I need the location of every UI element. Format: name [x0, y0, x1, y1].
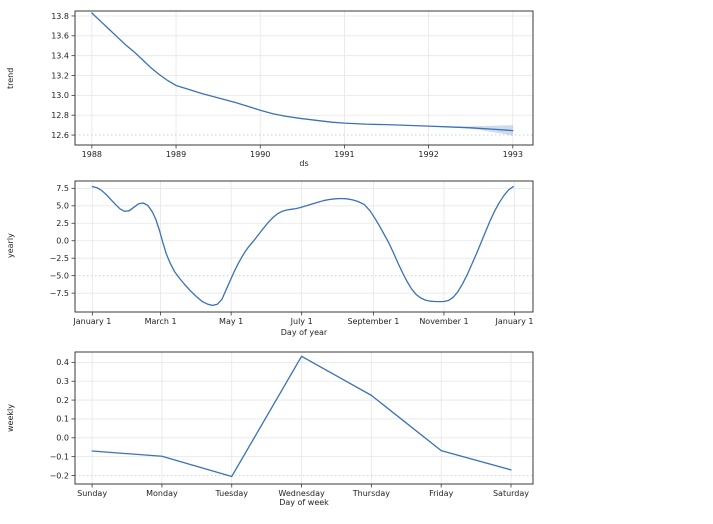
trend-line	[91, 12, 514, 132]
y-tick-label: 13.4	[51, 51, 69, 60]
trend-ylabel: trend	[6, 67, 15, 89]
x-tick-label: Sunday	[77, 489, 107, 498]
x-tick-label: Tuesday	[214, 489, 248, 498]
y-tick-label: 13.6	[51, 32, 69, 41]
axes-frame	[74, 351, 534, 485]
x-tick-label: Thursday	[352, 489, 390, 498]
yearly-plot: January 1 March 1 May 1 July 1 September 1 No…	[50, 180, 534, 326]
x-tick-label: January 1	[495, 317, 534, 326]
x-tick-label: 1992	[418, 150, 438, 159]
y-tick-label: 12.8	[51, 111, 69, 120]
y-tick-label: 0.0	[56, 237, 69, 246]
y-tick-label: −0.1	[50, 452, 69, 461]
y-tick-label: 13.2	[51, 71, 69, 80]
x-tick-label: 1989	[166, 150, 186, 159]
y-tick-label: 0.3	[56, 377, 69, 386]
x-tick-label: 1993	[503, 150, 523, 159]
y-tick-label: 0.2	[56, 396, 69, 405]
x-tick-label: September 1	[347, 317, 399, 326]
y-tick-label: 0.1	[56, 415, 69, 424]
y-tick-label: 12.6	[51, 131, 69, 140]
yearly-line	[91, 185, 514, 307]
y-tick-label: 2.5	[56, 219, 69, 228]
axes-frame	[74, 180, 534, 313]
x-tick-label: Monday	[146, 489, 178, 498]
axes-frame	[74, 10, 534, 146]
x-tick-label: November 1	[419, 317, 468, 326]
x-tick-label: March 1	[145, 317, 177, 326]
trend-xlabel: ds	[299, 159, 309, 168]
x-tick-label: July 1	[290, 317, 313, 326]
x-tick-label: 1988	[82, 150, 102, 159]
y-tick-label: 0.0	[56, 434, 69, 443]
weekly-line	[91, 355, 512, 478]
weekly-xlabel: Day of week	[279, 498, 329, 507]
weekly-ylabel: weekly	[6, 404, 15, 432]
y-tick-label: −2.5	[50, 254, 69, 263]
yearly-xlabel: Day of year	[280, 328, 328, 337]
trend-plot: 1988 1989 1990 1991 1992 1993 12.6 12.8 13.0 13.2…	[51, 10, 534, 159]
y-tick-label: 13.0	[51, 91, 69, 100]
x-tick-label: 1991	[334, 150, 354, 159]
x-tick-label: Saturday	[493, 489, 529, 498]
y-tick-label: −0.2	[50, 471, 69, 480]
weekly-plot: Sunday Monday Tuesday Wednesday Thursday Frid…	[50, 351, 534, 498]
y-tick-label: −5.0	[50, 271, 69, 280]
x-tick-label: Friday	[429, 489, 454, 498]
x-tick-label: May 1	[219, 317, 243, 326]
x-tick-label: January 1	[72, 317, 111, 326]
y-tick-label: 0.4	[56, 358, 69, 367]
y-tick-label: −7.5	[50, 289, 69, 298]
yearly-ylabel: yearly	[6, 233, 15, 259]
y-tick-label: 5.0	[56, 202, 69, 211]
y-tick-label: 7.5	[56, 184, 69, 193]
x-tick-label: Wednesday	[278, 489, 325, 498]
x-tick-label: 1990	[250, 150, 270, 159]
y-tick-label: 13.8	[51, 12, 69, 21]
